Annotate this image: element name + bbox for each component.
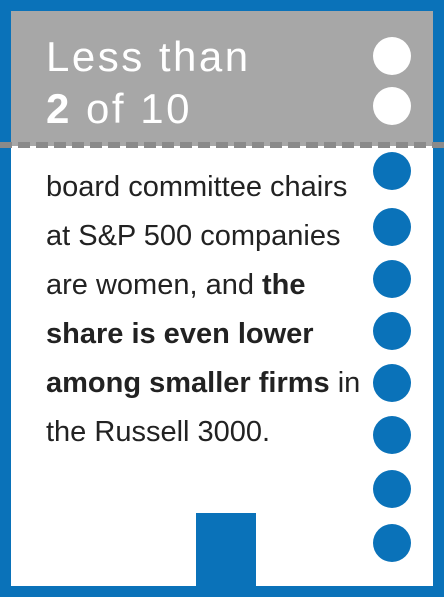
headline-rest: of 10 (71, 85, 192, 132)
body-text-2: in the Russell 3000. (46, 367, 361, 448)
blue-dot (373, 364, 411, 402)
blue-dot (373, 416, 411, 454)
header-band (11, 11, 433, 146)
headline-number: 2 (46, 85, 72, 132)
blue-tab (196, 513, 256, 588)
body-text-1: board committee chairs at S&P 500 compan… (46, 171, 348, 301)
blue-dot (373, 208, 411, 246)
body-bold: the share is even lower among smaller fi… (46, 269, 330, 399)
headline-line2: 2 of 10 (46, 84, 192, 134)
blue-dot (373, 524, 411, 562)
blue-dot (373, 152, 411, 190)
blue-dot (373, 260, 411, 298)
body-text: board committee chairs at S&P 500 compan… (46, 163, 376, 457)
blue-dot (373, 470, 411, 508)
white-dot (373, 87, 411, 125)
white-dot (373, 37, 411, 75)
headline-line1: Less than (46, 33, 251, 80)
blue-dot (373, 312, 411, 350)
dashed-divider (0, 142, 444, 148)
